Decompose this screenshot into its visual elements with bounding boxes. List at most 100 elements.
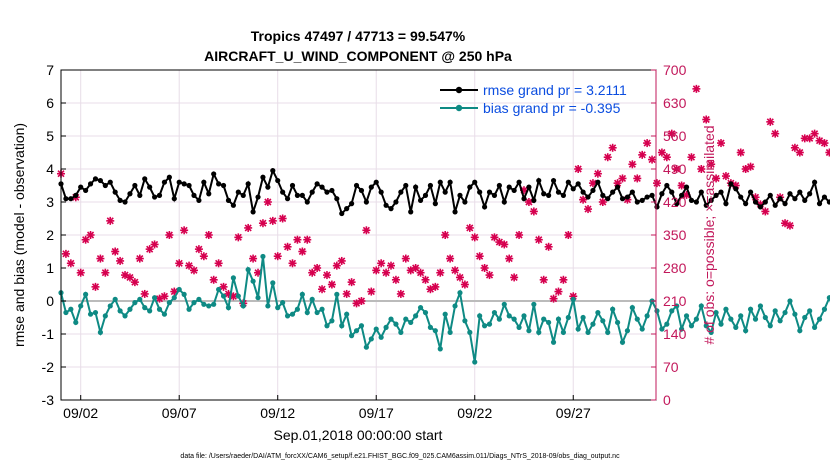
bias-point — [782, 309, 788, 316]
obs-marker — [273, 252, 282, 261]
rmse-point — [422, 192, 429, 198]
rmse-point — [669, 189, 675, 195]
bias-point — [265, 303, 271, 309]
obs-marker — [677, 181, 686, 190]
rmse-point — [610, 189, 616, 195]
obs-marker — [327, 280, 336, 289]
bias-point — [826, 295, 830, 301]
obs-marker — [337, 256, 346, 265]
y-tick-right-label: 350 — [663, 227, 687, 243]
bias-point — [496, 316, 502, 322]
rmse-point — [132, 182, 138, 189]
rmse-point — [235, 189, 241, 195]
obs-marker — [470, 233, 479, 242]
bias-point — [659, 326, 665, 332]
bias-point — [368, 336, 374, 342]
rmse-point — [442, 189, 448, 195]
bias-point — [329, 318, 335, 324]
rmse-point — [570, 186, 576, 192]
footnote: data file: /Users/raeder/DAI/ATM_forcXX/… — [180, 453, 620, 460]
bias-point — [654, 308, 660, 314]
obs-marker — [761, 207, 770, 216]
rmse-point — [649, 192, 655, 198]
x-tick-label: 09/12 — [260, 405, 295, 421]
bias-point — [280, 300, 286, 306]
legend-rmse-label: rmse grand pr = 3.2111 — [483, 82, 627, 98]
y-tick-right-label: 560 — [663, 128, 687, 144]
obs-marker — [303, 235, 312, 244]
bias-point — [462, 318, 468, 324]
obs-marker — [712, 174, 721, 183]
bias-point — [78, 303, 84, 309]
bias-point — [477, 313, 483, 319]
rmse-point — [112, 189, 118, 195]
obs-marker — [446, 254, 455, 263]
rmse-point — [501, 199, 507, 205]
bias-point — [142, 305, 148, 311]
y-tick-left-label: -1 — [42, 326, 55, 342]
rmse-point — [738, 194, 744, 200]
bias-point — [294, 306, 301, 312]
bias-point — [743, 328, 749, 334]
bias-point — [289, 311, 296, 317]
bias-point — [703, 323, 709, 329]
rmse-point — [151, 194, 158, 200]
bias-point — [83, 291, 89, 297]
bias-point — [738, 313, 744, 319]
rmse-point — [284, 196, 291, 202]
rmse-point — [211, 171, 217, 177]
bias-point — [349, 333, 355, 339]
obs-marker — [165, 231, 174, 239]
obs-marker — [524, 198, 533, 206]
legend-bias-marker — [455, 104, 463, 112]
rmse-point — [92, 176, 99, 182]
bias-point — [452, 303, 458, 309]
bias-point — [728, 316, 734, 322]
obs-marker — [66, 259, 75, 268]
obs-marker — [249, 254, 258, 263]
bias-point — [216, 286, 222, 293]
rmse-point — [816, 201, 823, 207]
obs-marker — [387, 261, 396, 270]
obs-marker — [771, 129, 780, 138]
y-tick-right-label: 140 — [663, 326, 687, 342]
right-axis: 0 70 140 210 280 350 420 490 560 630 700 — [651, 62, 687, 408]
rmse-point — [117, 197, 123, 203]
bias-point — [634, 316, 640, 322]
bias-point — [427, 324, 434, 330]
obs-marker — [549, 294, 558, 303]
rmse-point — [624, 194, 631, 200]
obs-marker — [111, 247, 120, 256]
bias-point — [481, 323, 488, 329]
bias-point — [767, 323, 773, 329]
bias-point — [639, 326, 645, 332]
y-tick-right-label: 630 — [663, 95, 687, 111]
obs-marker — [455, 273, 464, 282]
rmse-point — [693, 199, 699, 205]
bias-point — [679, 326, 685, 332]
rmse-point — [585, 194, 591, 200]
obs-marker — [322, 271, 331, 280]
bias-point — [669, 308, 675, 314]
obs-count-series — [57, 84, 830, 308]
rmse-point — [324, 189, 330, 195]
rmse-point — [723, 201, 729, 207]
rmse-point — [447, 179, 453, 185]
rmse-point — [142, 176, 148, 182]
rmse-point — [408, 209, 414, 215]
bias-point — [762, 314, 768, 321]
obs-marker — [135, 254, 144, 263]
rmse-point — [481, 204, 488, 210]
y-tick-left-label: 5 — [46, 128, 54, 144]
obs-marker — [579, 195, 588, 204]
bias-point — [708, 329, 714, 335]
obs-marker — [130, 278, 139, 287]
y-tick-left-label: 0 — [46, 293, 54, 309]
rmse-point — [216, 181, 222, 187]
y-tick-right-label: 280 — [663, 260, 687, 276]
rmse-point — [156, 192, 163, 198]
rmse-point — [240, 192, 246, 198]
obs-marker — [293, 235, 302, 244]
obs-marker — [382, 268, 391, 277]
y-tick-left-label: 3 — [46, 194, 54, 210]
